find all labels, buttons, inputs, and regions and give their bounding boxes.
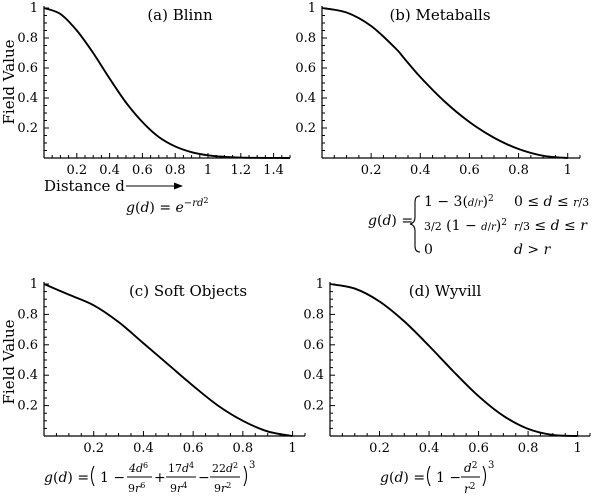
x-tick-label: 1.2 — [230, 163, 251, 178]
y-tick-label: 1 — [308, 1, 316, 16]
svg-text:g(d) =: g(d) = — [380, 470, 425, 486]
y-tick-label: 0.6 — [17, 338, 38, 353]
x-tick-label: 0.4 — [99, 163, 120, 178]
x-tick-label: 1 — [564, 163, 572, 178]
svg-text:9r4: 9r4 — [170, 481, 187, 495]
x-tick-label: 0.4 — [133, 441, 154, 456]
svg-text:r2: r2 — [464, 482, 475, 496]
y-tick-label: 0.4 — [17, 368, 38, 383]
x-tick-label: 0.4 — [419, 441, 440, 456]
ylabel-a: Field Value — [0, 39, 18, 124]
y-tick-label: 0.8 — [17, 31, 38, 46]
series-line-a — [43, 7, 291, 159]
formula-d: g(d) = 1 − d2 r2 3 — [380, 460, 494, 496]
panel-a: 0.2 0.4 0.6 0.8 1 1.2 1.4 0.2 0.4 0.6 0.8 1 (a) Blin… — [17, 1, 291, 178]
series-line-c — [43, 283, 293, 437]
svg-text:g(d) = e−rd2: g(d) = e−rd2 — [126, 196, 208, 216]
formula-c: g(d) = 1 − 4d6 9r6 + 17d4 9r4 − 22d2 9r2… — [44, 460, 255, 495]
svg-text:22d2: 22d2 — [212, 461, 238, 475]
svg-text:9r2: 9r2 — [214, 481, 231, 495]
series-line-d — [329, 283, 578, 437]
x-tick-label: 1 — [204, 163, 212, 178]
formula-b: g(d) = 1 − 3(d/r)2 0 ≤ d ≤ r/3 3/2 (1 − … — [368, 194, 589, 258]
x-tick-label: 1 — [288, 441, 296, 456]
panel-title-b: (b) Metaballs — [389, 6, 490, 24]
panel-title-d: (d) Wyvill — [409, 282, 482, 300]
x-tick-label: 0.8 — [518, 441, 539, 456]
y-tick-label: 0.6 — [17, 61, 38, 76]
ylabel-c: Field Value — [0, 319, 18, 404]
svg-text:d2: d2 — [464, 461, 477, 475]
svg-text:g(d) =: g(d) = — [44, 470, 89, 486]
x-tick-label: 0.6 — [459, 163, 480, 178]
svg-text:−: − — [198, 470, 210, 486]
y-tick-label: 1 — [316, 277, 324, 292]
x-tick-label: 0.2 — [83, 441, 104, 456]
y-tick-label: 0.8 — [295, 31, 316, 46]
svg-text:1 −: 1 − — [436, 470, 461, 486]
y-tick-label: 0.4 — [295, 91, 316, 106]
svg-text:g(d) =: g(d) = — [368, 213, 413, 229]
y-tick-label: 0.2 — [17, 399, 38, 414]
svg-text:9r6: 9r6 — [128, 481, 145, 495]
svg-text:0 ≤ d ≤ r/3: 0 ≤ d ≤ r/3 — [514, 194, 589, 210]
x-tick-label: 0.6 — [468, 441, 489, 456]
x-tick-label: 0.6 — [132, 163, 153, 178]
x-tick-label: 0.8 — [233, 441, 254, 456]
svg-text:+: + — [154, 470, 166, 486]
y-tick-label: 0.8 — [17, 307, 38, 322]
formula-a: g(d) = e−rd2 — [126, 196, 208, 216]
x-tick-label: 0.2 — [369, 441, 390, 456]
panel-b: 0.2 0.4 0.6 0.8 1 0.2 0.4 0.6 0.8 1 (b) Metaballs — [295, 1, 581, 178]
y-tick-label: 0.8 — [303, 307, 324, 322]
x-tick-label: 0.8 — [508, 163, 529, 178]
y-tick-label: 0.2 — [17, 121, 38, 136]
svg-text:4d6: 4d6 — [128, 461, 148, 475]
svg-text:r/3 ≤ d ≤ r: r/3 ≤ d ≤ r — [514, 218, 588, 234]
xlabel-a: Distance d — [44, 177, 125, 195]
y-tick-label: 0.6 — [303, 338, 324, 353]
svg-text:d > r: d > r — [514, 242, 552, 258]
y-tick-label: 0.2 — [303, 399, 324, 414]
x-tick-label: 0.2 — [361, 163, 382, 178]
xlabel-arrow-icon — [126, 182, 183, 190]
panel-title-a: (a) Blinn — [147, 6, 213, 24]
y-tick-label: 0.4 — [303, 368, 324, 383]
svg-text:17d4: 17d4 — [168, 461, 194, 475]
x-tick-label: 0.6 — [183, 441, 204, 456]
panel-d: 0.2 0.4 0.6 0.8 1 0.2 0.4 0.6 0.8 1 (d) Wyvill — [303, 277, 591, 456]
svg-text:3: 3 — [249, 460, 255, 471]
x-tick-label: 0.2 — [66, 163, 87, 178]
x-tick-label: 1.4 — [263, 163, 284, 178]
panel-title-c: (c) Soft Objects — [129, 282, 247, 300]
x-tick-label: 0.8 — [165, 163, 186, 178]
svg-text:3: 3 — [488, 460, 494, 471]
y-tick-label: 1 — [30, 1, 38, 16]
y-tick-label: 0.4 — [17, 91, 38, 106]
series-line-b — [321, 7, 568, 159]
x-tick-label: 0.4 — [410, 163, 431, 178]
svg-text:0: 0 — [424, 242, 433, 258]
panels: 0.2 0.4 0.6 0.8 1 1.2 1.4 0.2 0.4 0.6 0.8 1 (a) Blin… — [17, 1, 591, 456]
y-tick-label: 1 — [30, 277, 38, 292]
x-tick-label: 1 — [573, 441, 581, 456]
panel-c: 0.2 0.4 0.6 0.8 1 0.2 0.4 0.6 0.8 1 (c) Soft Objec… — [17, 277, 306, 456]
svg-text:3/2 (1 − d/r)2: 3/2 (1 − d/r)2 — [424, 218, 507, 234]
svg-text:1 −: 1 − — [100, 470, 125, 486]
y-tick-label: 0.2 — [295, 121, 316, 136]
svg-text:1 − 3(d/r)2: 1 − 3(d/r)2 — [424, 194, 494, 210]
y-tick-label: 0.6 — [295, 61, 316, 76]
